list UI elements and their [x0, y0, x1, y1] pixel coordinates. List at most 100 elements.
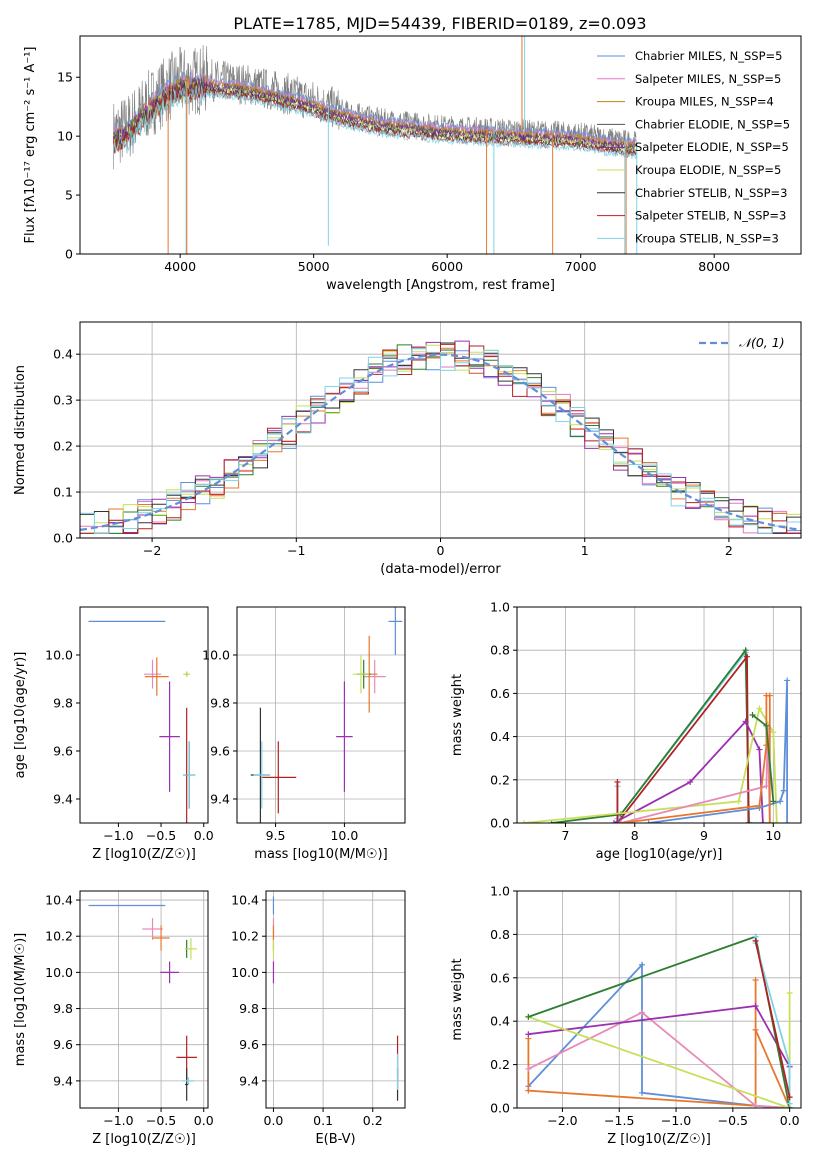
y-tick-label: 0.8: [490, 643, 510, 658]
x-tick-label: −1.0: [661, 1113, 691, 1128]
weight-marker: [777, 798, 784, 805]
weight-series-line: [528, 935, 791, 1108]
weight-marker: [759, 820, 766, 823]
x-axis-label: E(B-V): [315, 1132, 355, 1147]
axes-frame: [79, 890, 209, 1109]
weight-marker: [752, 1026, 759, 1033]
x-tick-label: 9.5: [266, 828, 286, 843]
y-tick-label: 0.8: [490, 927, 510, 942]
y-tick-label: 1.0: [490, 884, 510, 899]
weight-marker: [763, 722, 770, 729]
y-tick-label: 10.4: [45, 893, 73, 908]
histogram-series: [80, 348, 801, 534]
y-tick-label: 10.4: [231, 893, 259, 908]
weight-marker: [735, 798, 742, 805]
weight-marker: [687, 778, 694, 785]
age-vs-mass-panel: 9.5 10.0 9.4 9.6 9.8 10.0 mass [log10(M/M☉)]: [202, 606, 406, 862]
weight-marker: [784, 677, 791, 684]
axes-frame: [265, 890, 406, 1109]
weight-marker: [763, 783, 770, 790]
weight-series-line: [616, 654, 750, 823]
y-tick-label: 0.4: [490, 1014, 510, 1029]
y-tick-label: 9.6: [210, 744, 230, 759]
weight-marker: [645, 820, 652, 823]
weight-marker: [786, 1094, 793, 1101]
mass-vs-metallicity-panel: −1.0 −0.5 0.0 9.4 9.6 9.8 10.0 10.2 10.4 Z [log10…: [13, 890, 214, 1147]
weight-marker: [525, 1087, 532, 1094]
weight-marker: [752, 937, 759, 944]
x-tick-label: 5000: [298, 259, 330, 274]
weight-marker: [766, 692, 773, 699]
x-tick-label: 2: [725, 543, 733, 558]
weight-marker: [786, 1100, 793, 1107]
weight-marker: [610, 820, 617, 823]
weight-series-line: [754, 940, 791, 1098]
x-tick-label: 10.0: [330, 828, 358, 843]
plot-area: [88, 904, 197, 1101]
weight-marker: [525, 1031, 532, 1038]
weight-marker: [786, 989, 793, 996]
x-tick-label: −1.0: [103, 1113, 133, 1128]
y-axis-label: mass weight: [450, 674, 465, 756]
weight-series-line: [620, 694, 771, 823]
weight-marker: [770, 820, 777, 823]
y-axis-label: mass [log10(M/M☉)]: [13, 933, 28, 1066]
plot-area: [80, 340, 801, 534]
legend-entry: Kroupa MILES, N_SSP=4: [635, 95, 774, 109]
x-tick-label: 10: [765, 828, 781, 843]
x-tick-label: 0.0: [194, 1113, 214, 1128]
weight-marker: [742, 647, 749, 654]
weight-marker: [773, 820, 780, 823]
x-tick-label: −2.0: [547, 1113, 577, 1128]
x-tick-label: 9: [700, 828, 708, 843]
spectrum-model-line: [113, 71, 637, 146]
x-tick-label: −0.5: [146, 828, 176, 843]
y-tick-label: 0.6: [490, 686, 510, 701]
weight-marker: [756, 802, 763, 809]
y-axis-label: age [log10(age/yr)]: [13, 652, 28, 779]
weight-marker: [784, 820, 791, 823]
legend-entry: Kroupa ELODIE, N_SSP=5: [635, 163, 781, 177]
weight-marker: [742, 718, 749, 725]
weight-series-line: [648, 680, 788, 823]
x-tick-label: −0.5: [146, 1113, 176, 1128]
y-tick-label: 10.0: [45, 965, 73, 980]
legend-entry: Chabrier MILES, N_SSP=5: [635, 49, 782, 63]
axes-frame: [236, 606, 406, 824]
weight-marker: [638, 1089, 645, 1096]
y-tick-label: 0.4: [53, 347, 73, 362]
legend-entry: Chabrier ELODIE, N_SSP=5: [635, 117, 790, 131]
axes-frame: [79, 606, 209, 824]
y-tick-label: 9.4: [239, 1073, 259, 1088]
plot-area: [272, 896, 399, 1101]
x-tick-label: 8000: [698, 259, 730, 274]
x-tick-label: −2: [143, 543, 161, 558]
y-tick-label: 10.0: [231, 965, 259, 980]
y-tick-label: 0: [65, 247, 73, 262]
axes-frame: [79, 35, 802, 255]
figure-title: PLATE=1785, MJD=54439, FIBERID=0189, z=0…: [233, 14, 646, 33]
weight-series-line: [527, 1011, 790, 1108]
x-tick-label: 6000: [431, 259, 463, 274]
weight-series-line: [527, 980, 791, 1108]
y-tick-label: 9.8: [53, 696, 73, 711]
weight-series-line: [523, 706, 778, 823]
legend-entry: Salpeter STELIB, N_SSP=3: [635, 209, 786, 223]
legend-entry: Salpeter MILES, N_SSP=5: [635, 72, 781, 86]
plot-area: [88, 620, 196, 823]
weight-series-line: [620, 727, 771, 823]
mass-vs-ebv-panel: 0.0 0.1 0.2 9.4 9.6 9.8 10.0 10.2 10.4 E(B-V): [231, 890, 406, 1147]
x-axis-label: (data-model)/error: [380, 562, 501, 577]
x-axis-label: mass [log10(M/M☉)]: [254, 847, 387, 862]
weight-marker: [525, 1065, 532, 1072]
x-tick-label: 7000: [565, 259, 597, 274]
y-tick-label: 10.0: [45, 648, 73, 663]
x-axis-label: Z [log10(Z/Z☉)]: [92, 847, 196, 862]
x-tick-label: 0.1: [313, 1113, 333, 1128]
weight-marker: [752, 976, 759, 983]
y-tick-label: 9.4: [53, 792, 73, 807]
residuals-panel: −2 −1 0 1 2 0.0 0.1 0.2 0.3 0.4 (data-model)/error…: [13, 321, 802, 577]
axes-frame: [516, 890, 802, 1109]
y-tick-label: 10.2: [231, 929, 259, 944]
weight-marker: [743, 653, 750, 660]
